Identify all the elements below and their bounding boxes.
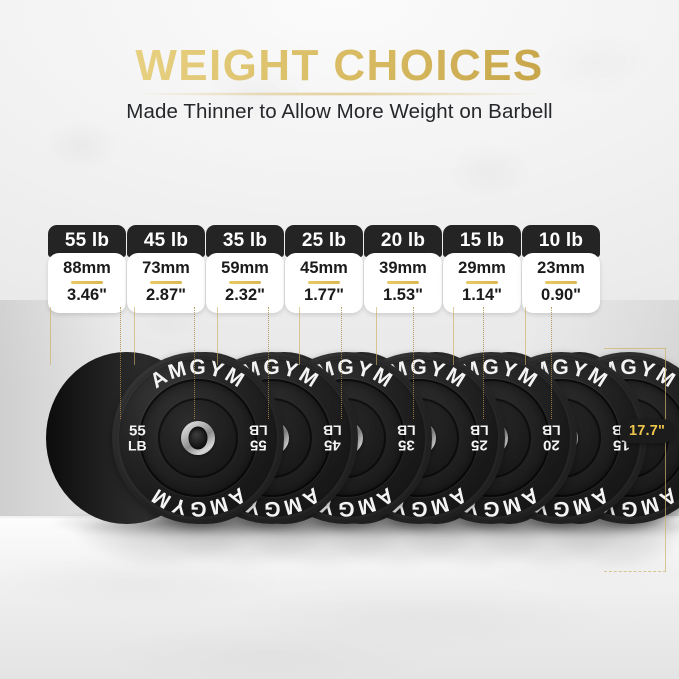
- spec-card-inch: 2.32": [225, 286, 265, 305]
- thickness-connector-line: [551, 307, 552, 419]
- spec-card[interactable]: 20 lb 39mm 1.53": [364, 225, 442, 313]
- plate-face: AMGYM AMGYM 55 LB 55 LB: [112, 352, 284, 524]
- spec-card-inch: 1.53": [383, 286, 423, 305]
- spec-card-inch: 2.87": [146, 286, 186, 305]
- title-underglow: [129, 92, 550, 96]
- bracket-bottom-line: [604, 571, 666, 572]
- spec-card-divider: [71, 281, 103, 285]
- spec-card-weight: 35 lb: [206, 225, 284, 257]
- spec-card-divider: [308, 281, 340, 285]
- spec-card-mm: 29mm: [458, 259, 506, 277]
- spec-card-body: 59mm 2.32": [206, 253, 284, 313]
- plate-center-hub: [181, 421, 215, 455]
- spec-card-mm: 88mm: [63, 259, 111, 277]
- spec-card[interactable]: 55 lb 88mm 3.46": [48, 225, 126, 313]
- spec-card-weight: 25 lb: [285, 225, 363, 257]
- spec-card[interactable]: 10 lb 23mm 0.90": [522, 225, 600, 313]
- spec-card-weight: 10 lb: [522, 225, 600, 257]
- spec-card-weight: 45 lb: [127, 225, 205, 257]
- bracket-top-line: [604, 348, 666, 349]
- spec-card-body: 73mm 2.87": [127, 253, 205, 313]
- plate-reflection: [380, 518, 569, 576]
- spec-card[interactable]: 15 lb 29mm 1.14": [443, 225, 521, 313]
- spec-card-inch: 3.46": [67, 286, 107, 305]
- spec-card-body: 39mm 1.53": [364, 253, 442, 313]
- plate-weight-unit: LB: [128, 437, 147, 454]
- plate-weight-value: 55: [128, 422, 146, 440]
- floor-background: [0, 516, 679, 679]
- spec-card[interactable]: 45 lb 73mm 2.87": [127, 225, 205, 313]
- spec-card-divider: [466, 281, 498, 285]
- thickness-connector-line: [341, 307, 342, 419]
- thickness-connector-line: [483, 307, 484, 419]
- thickness-connector-line: [376, 307, 377, 365]
- page-title: WEIGHT CHOICES: [0, 44, 679, 88]
- spec-card-mm: 59mm: [221, 259, 269, 277]
- plate-reflection: [138, 518, 350, 576]
- thickness-connector-line: [120, 307, 121, 419]
- weight-plate[interactable]: AMGYM AMGYM 55 LB 55 LB: [46, 352, 284, 524]
- spec-card-weight: 20 lb: [364, 225, 442, 257]
- spec-card-divider: [387, 281, 419, 285]
- thickness-connector-line: [299, 307, 300, 365]
- bracket-right-line: [665, 348, 666, 571]
- spec-card[interactable]: 25 lb 45mm 1.77": [285, 225, 363, 313]
- spec-card-weight: 15 lb: [443, 225, 521, 257]
- spec-card-body: 23mm 0.90": [522, 253, 600, 313]
- plate-reflection: [457, 518, 639, 576]
- plate-reflection: [529, 518, 679, 576]
- spec-card-mm: 39mm: [379, 259, 427, 277]
- spec-card-weight: 55 lb: [48, 225, 126, 257]
- thickness-connector-line: [134, 307, 135, 365]
- thickness-connector-line: [268, 307, 269, 419]
- plate-weight-label: 55 LB: [128, 424, 147, 453]
- diameter-value-badge: 17.7": [620, 419, 675, 443]
- thickness-connector-line: [525, 307, 526, 365]
- header: WEIGHT CHOICES Made Thinner to Allow Mor…: [0, 0, 679, 135]
- thickness-connector-line: [217, 307, 218, 365]
- spec-card-divider: [150, 281, 182, 285]
- thickness-connector-line: [194, 307, 195, 419]
- spec-card-inch: 1.14": [462, 286, 502, 305]
- spec-card-mm: 23mm: [537, 259, 585, 277]
- spec-card-body: 29mm 1.14": [443, 253, 521, 313]
- spec-card-mm: 73mm: [142, 259, 190, 277]
- spec-card-inch: 0.90": [541, 286, 581, 305]
- plate-reflection: [221, 518, 424, 576]
- spec-card-divider: [229, 281, 261, 285]
- plate-reflection: [303, 518, 497, 576]
- thickness-connector-line: [413, 307, 414, 419]
- spec-card-inch: 1.77": [304, 286, 344, 305]
- thickness-connector-line: [50, 307, 51, 365]
- spec-card-mm: 45mm: [300, 259, 348, 277]
- spec-card[interactable]: 35 lb 59mm 2.32": [206, 225, 284, 313]
- thickness-connector-line: [453, 307, 454, 365]
- spec-card-body: 88mm 3.46": [48, 253, 126, 313]
- spec-card-divider: [545, 281, 577, 285]
- floor-texture: [0, 516, 679, 679]
- page-subtitle: Made Thinner to Allow More Weight on Bar…: [126, 100, 553, 123]
- plate-reflection: [54, 518, 276, 576]
- spec-card-body: 45mm 1.77": [285, 253, 363, 313]
